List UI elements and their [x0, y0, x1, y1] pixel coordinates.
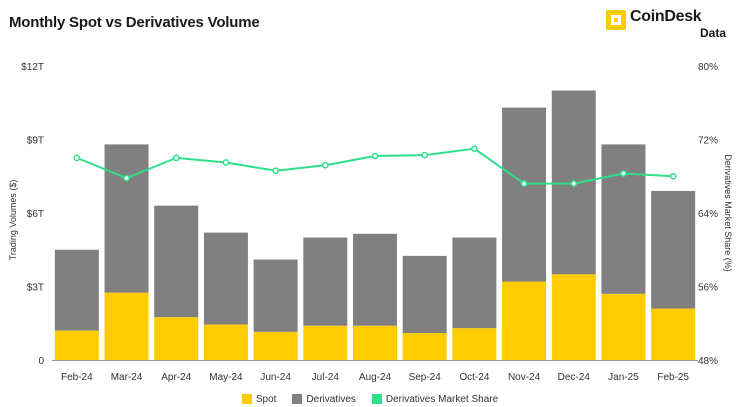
- legend-item-spot: Spot: [241, 392, 277, 406]
- share-point: [669, 172, 677, 180]
- y-tick-label-left: 0: [38, 356, 44, 367]
- y-tick-label-right: 48%: [698, 356, 718, 367]
- x-tick-label: Jan-25: [608, 372, 639, 383]
- share-point: [371, 152, 379, 160]
- coindesk-logo: CoinDesk Data: [606, 8, 726, 42]
- share-point: [570, 180, 578, 187]
- share-point: [421, 151, 429, 159]
- y-tick-label-left: $3T: [27, 283, 44, 294]
- x-axis: Feb-24 Mar-24 Apr-24 May-24 Jun-24 Jul-24 Aug-…: [52, 360, 698, 383]
- share-point: [520, 180, 528, 187]
- bar-derivatives: [54, 249, 99, 331]
- bar-spot: [203, 324, 248, 360]
- x-tick-label: Nov-24: [508, 372, 541, 383]
- legend-swatch-derivatives: [292, 394, 303, 404]
- x-tick-label: May-24: [209, 372, 243, 383]
- chart-title: Monthly Spot vs Derivatives Volume: [9, 14, 260, 31]
- bar-spot: [353, 325, 397, 360]
- share-point: [73, 154, 81, 162]
- legend-swatch-share: [371, 394, 382, 404]
- share-point: [272, 167, 279, 175]
- x-tick-label: Feb-25: [657, 372, 689, 383]
- bar-derivatives: [502, 107, 547, 282]
- bar-derivatives: [452, 237, 497, 329]
- legend-label-spot: Spot: [255, 393, 277, 405]
- bar-derivatives: [303, 237, 348, 326]
- bar-spot: [303, 325, 348, 360]
- bar-derivatives: [104, 144, 149, 293]
- legend-item-share: Derivatives Market Share: [371, 392, 499, 406]
- bar-spot: [402, 333, 447, 360]
- bar-spot: [502, 281, 547, 360]
- chart-canvas: 0 $3T $6T $9T $12T 48% 56% 64% 72% 80% Feb-24 Mar…: [8, 62, 733, 383]
- y-tick-label-right: 56%: [698, 283, 718, 294]
- share-point: [123, 174, 130, 182]
- share-point: [620, 170, 627, 177]
- x-tick-label: Apr-24: [161, 372, 191, 383]
- x-tick-label: Sep-24: [409, 372, 442, 383]
- bar-spot: [651, 308, 696, 360]
- logo-sub: Data: [699, 26, 726, 40]
- share-point: [321, 161, 329, 169]
- y-tick-label-left: $12T: [21, 62, 44, 73]
- coindesk-logo-icon: [606, 10, 626, 30]
- bar-spot: [551, 274, 596, 360]
- y-axis-title-left: Trading Volumes ($): [8, 180, 18, 261]
- left-axis: 0 $3T $6T $9T $12T: [21, 62, 44, 367]
- bar-spot: [154, 317, 199, 360]
- bar-derivatives: [601, 144, 646, 294]
- x-tick-label: Jun-24: [260, 372, 291, 383]
- legend-label-share: Derivatives Market Share: [385, 393, 499, 405]
- x-tick-label: Dec-24: [558, 372, 591, 383]
- legend: Spot Derivatives Derivatives Market Shar…: [0, 392, 740, 406]
- legend-item-derivatives: Derivatives: [292, 392, 356, 406]
- bar-spot: [452, 328, 497, 360]
- bar-derivatives: [402, 255, 447, 334]
- x-tick-label: Aug-24: [359, 372, 392, 383]
- y-tick-label-right: 80%: [698, 62, 718, 73]
- y-axis-title-right: Derivatives Market Share (%): [723, 154, 733, 272]
- share-point: [222, 159, 230, 166]
- share-point: [172, 154, 180, 162]
- bar-derivatives: [253, 259, 298, 332]
- x-tick-label: Jul-24: [312, 372, 340, 383]
- bar-derivatives: [203, 232, 248, 325]
- y-tick-label-right: 72%: [698, 136, 718, 147]
- y-tick-label-left: $9T: [27, 136, 44, 147]
- y-tick-label-right: 64%: [698, 209, 718, 220]
- legend-swatch-spot: [241, 394, 252, 404]
- share-line: [73, 145, 677, 187]
- bar-derivatives: [353, 233, 397, 326]
- bar-derivatives: [154, 205, 199, 318]
- bar-spot: [104, 292, 149, 360]
- legend-label-derivatives: Derivatives: [306, 393, 356, 405]
- bar-spot: [54, 330, 99, 360]
- bar-spot: [253, 331, 298, 360]
- right-axis: 48% 56% 64% 72% 80%: [698, 62, 718, 367]
- bars: [54, 90, 696, 360]
- x-tick-label: Feb-24: [61, 372, 93, 383]
- share-point: [471, 145, 478, 153]
- x-tick-label: Mar-24: [111, 372, 143, 383]
- bar-derivatives: [651, 190, 696, 309]
- logo-name: CoinDesk: [630, 8, 702, 25]
- y-tick-label-left: $6T: [27, 209, 44, 220]
- bar-spot: [601, 293, 646, 360]
- x-tick-label: Oct-24: [459, 372, 489, 383]
